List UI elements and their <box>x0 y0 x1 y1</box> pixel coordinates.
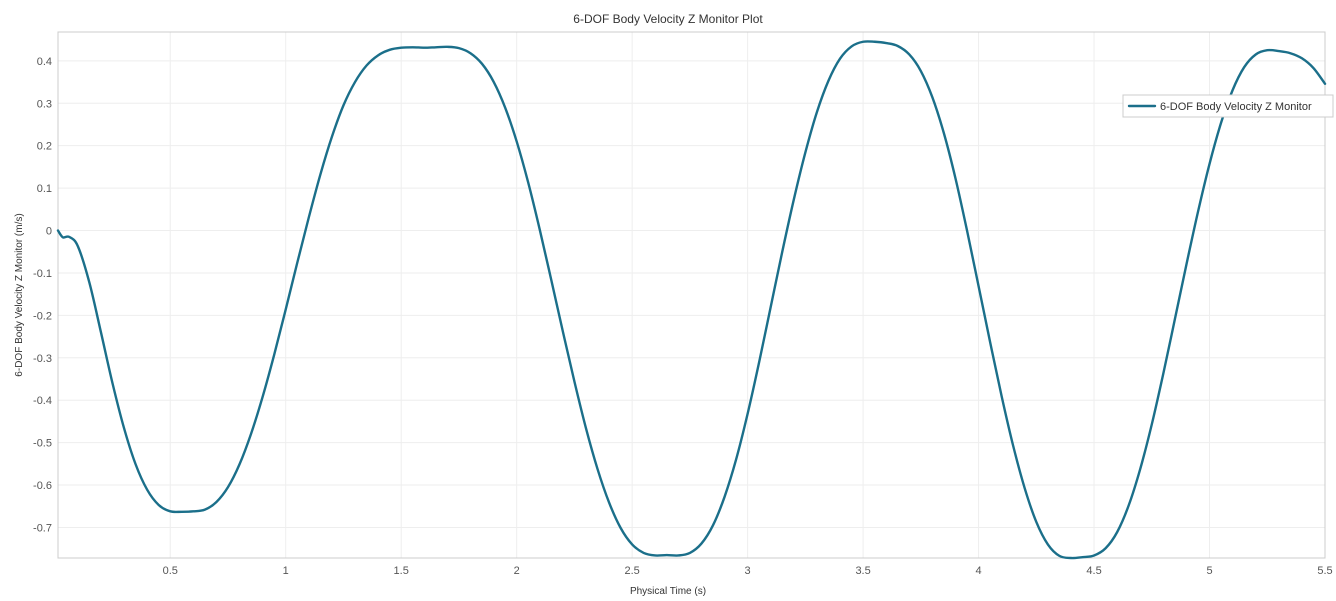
x-tick-label: 4 <box>976 565 982 577</box>
y-tick-label: 0.2 <box>37 141 52 153</box>
y-tick-label: 0.1 <box>37 183 52 195</box>
y-tick-label: 0.3 <box>37 98 52 110</box>
y-ticks: -0.7 -0.6 -0.5 -0.4 -0.3 -0.2 -0.1 0 0.1 0.2 0.3 0.… <box>33 56 52 535</box>
x-tick-label: 2.5 <box>624 565 639 577</box>
y-tick-label: -0.6 <box>33 480 52 492</box>
legend: 6-DOF Body Velocity Z Monitor <box>1123 95 1333 117</box>
legend-text: 6-DOF Body Velocity Z Monitor <box>1160 101 1312 113</box>
y-tick-label: 0 <box>46 226 52 238</box>
x-tick-label: 1 <box>283 565 289 577</box>
y-tick-label: 0.4 <box>37 56 52 68</box>
x-tick-label: 1.5 <box>394 565 409 577</box>
x-tick-label: 0.5 <box>163 565 178 577</box>
chart-svg: 0.5 1 1.5 2 2.5 3 3.5 4 4.5 5 5.5 -0.7 -0.6 -0.5 -0.4… <box>0 0 1336 601</box>
x-tick-label: 4.5 <box>1086 565 1101 577</box>
x-tick-label: 2 <box>514 565 520 577</box>
chart-container: { "chart": { "type": "line", "title": "6… <box>0 0 1336 601</box>
x-tick-label: 3.5 <box>855 565 870 577</box>
y-tick-label: -0.4 <box>33 395 52 407</box>
y-tick-label: -0.1 <box>33 268 52 280</box>
x-ticks: 0.5 1 1.5 2 2.5 3 3.5 4 4.5 5 5.5 <box>163 565 1333 577</box>
x-tick-label: 3 <box>745 565 751 577</box>
velocity-series-line <box>58 41 1325 558</box>
y-tick-label: -0.3 <box>33 353 52 365</box>
x-tick-label: 5.5 <box>1317 565 1332 577</box>
y-tick-label: -0.2 <box>33 310 52 322</box>
x-tick-label: 5 <box>1206 565 1212 577</box>
y-tick-label: -0.5 <box>33 438 52 450</box>
y-tick-label: -0.7 <box>33 522 52 534</box>
